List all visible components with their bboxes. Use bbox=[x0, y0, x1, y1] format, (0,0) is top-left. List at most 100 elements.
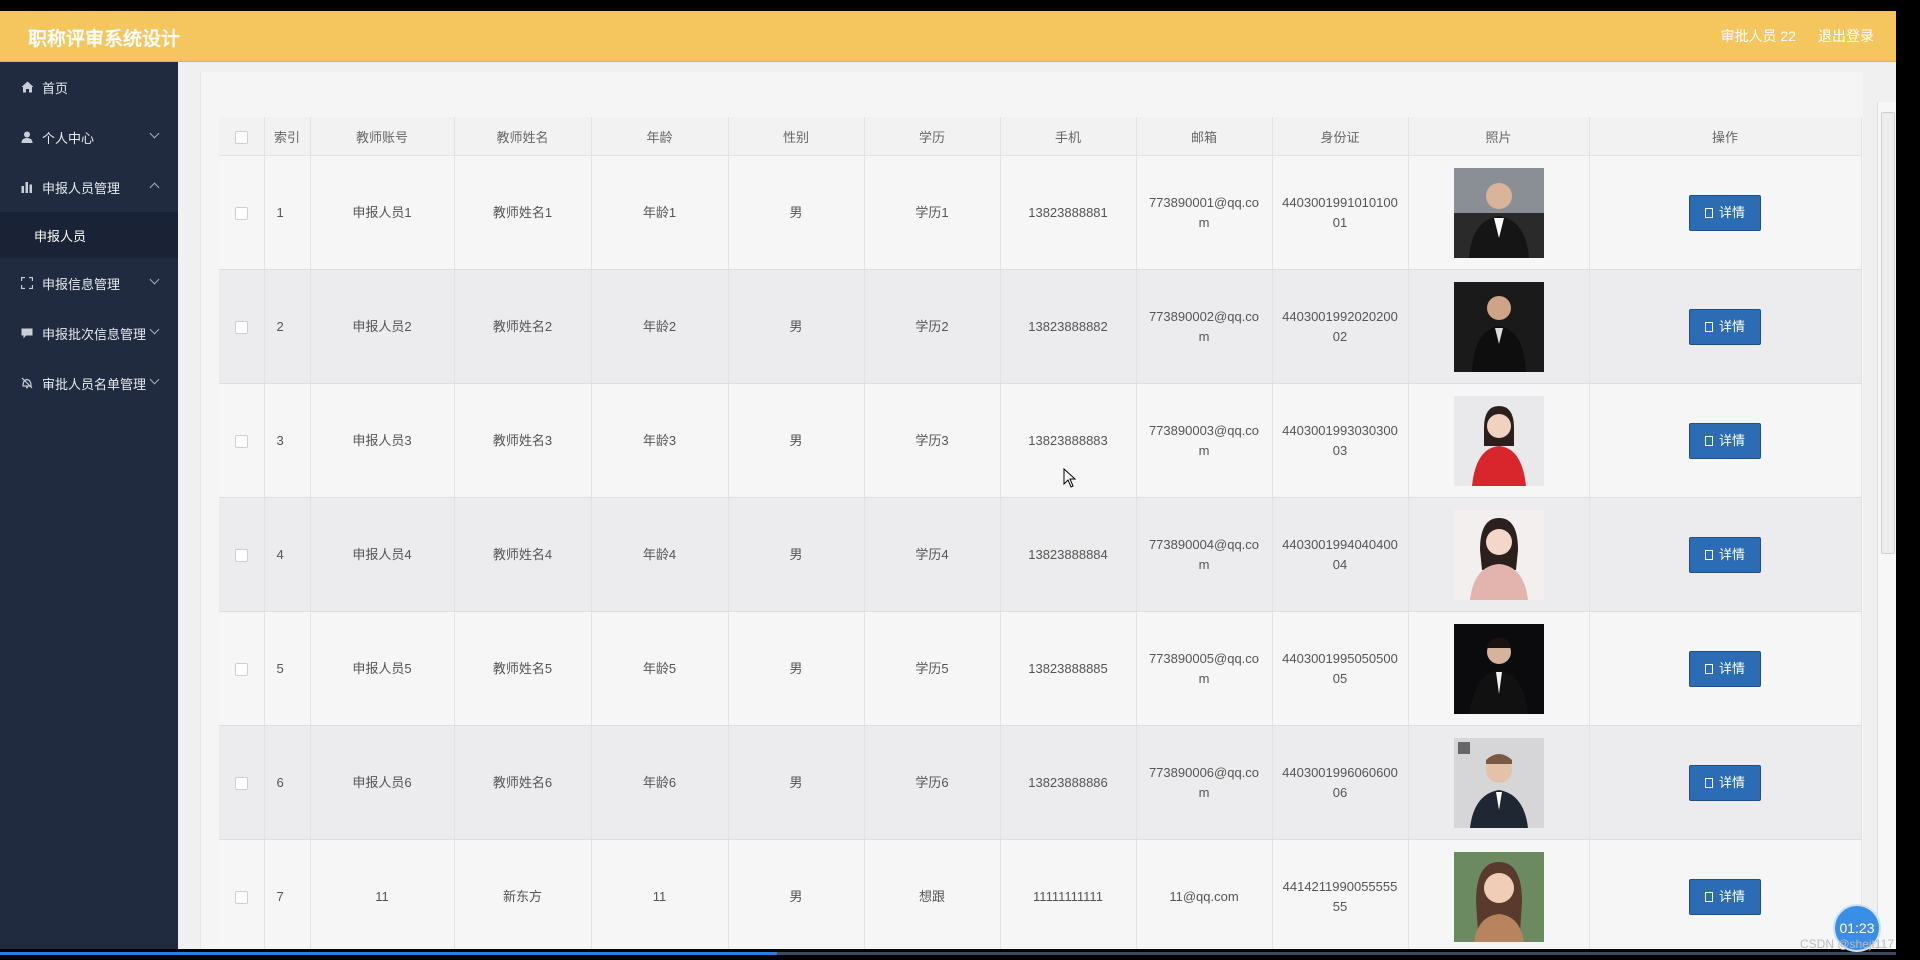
row-select-cell[interactable] bbox=[219, 611, 265, 726]
detail-button[interactable]: 详情 bbox=[1689, 308, 1761, 345]
actions-cell: 详情 bbox=[1589, 725, 1862, 840]
sidebar-item-label: 申报人员管理 bbox=[42, 180, 121, 196]
education-cell: 学历1 bbox=[864, 155, 1001, 270]
message-icon bbox=[20, 326, 34, 340]
row-select-cell[interactable] bbox=[219, 725, 265, 840]
row-checkbox[interactable] bbox=[234, 776, 248, 790]
id-card-cell: 440300199505050005 bbox=[1272, 611, 1409, 726]
row-select-cell[interactable] bbox=[219, 839, 265, 949]
bar-chart-icon bbox=[20, 180, 34, 194]
table-row: 5 申报人员5 教师姓名5 年龄5 男学历5 13823888885 773890005@q… bbox=[219, 611, 1862, 726]
column-header: 操作 bbox=[1589, 117, 1862, 156]
select-all-checkbox[interactable] bbox=[234, 130, 248, 144]
name-cell: 新东方 bbox=[454, 839, 592, 949]
content-card: 索引 教师账号 教师姓名 年龄 性别 学历 手机 邮箱 身份证 照片 操作 bbox=[200, 72, 1863, 949]
phone-cell: 13823888882 bbox=[1000, 269, 1137, 384]
photo-man-dark bbox=[1453, 281, 1544, 372]
sidebar-item-applicant-management[interactable]: 申报人员管理 bbox=[0, 162, 178, 212]
detail-button[interactable]: 详情 bbox=[1689, 536, 1761, 573]
account-cell: 申报人员4 bbox=[310, 497, 455, 612]
column-header: 教师姓名 bbox=[454, 117, 592, 156]
photo-cell bbox=[1408, 725, 1590, 840]
logout-link[interactable]: 退出登录 bbox=[1818, 28, 1874, 44]
age-cell: 年龄3 bbox=[591, 383, 729, 498]
sidebar-subitem-applicants[interactable]: 申报人员 bbox=[0, 212, 178, 258]
sidebar-item-batch-info[interactable]: 申报批次信息管理 bbox=[0, 308, 178, 358]
index-cell: 1 bbox=[264, 155, 311, 270]
applicant-table-wrapper: 索引 教师账号 教师姓名 年龄 性别 学历 手机 邮箱 身份证 照片 操作 bbox=[219, 117, 1862, 949]
photo-woman-red bbox=[1453, 395, 1544, 486]
actions-cell: 详情 bbox=[1589, 839, 1862, 949]
name-cell: 教师姓名2 bbox=[454, 269, 592, 384]
row-checkbox[interactable] bbox=[234, 320, 248, 334]
sidebar-item-label: 申报批次信息管理 bbox=[42, 326, 147, 342]
table-header-row: 索引 教师账号 教师姓名 年龄 性别 学历 手机 邮箱 身份证 照片 操作 bbox=[219, 117, 1862, 156]
sidebar-item-label: 首页 bbox=[42, 80, 69, 96]
education-cell: 学历2 bbox=[864, 269, 1001, 384]
top-header: 职称评审系统设计 审批人员 22 退出登录 bbox=[0, 11, 1896, 62]
sidebar-item-approver-list[interactable]: 审批人员名单管理 bbox=[0, 358, 178, 408]
select-all-cell[interactable] bbox=[219, 117, 265, 156]
recording-timer: 01:23 bbox=[1833, 904, 1881, 952]
index-cell: 5 bbox=[264, 611, 311, 726]
photo-cell bbox=[1408, 383, 1590, 498]
document-icon bbox=[1704, 663, 1713, 674]
detail-button[interactable]: 详情 bbox=[1689, 650, 1761, 687]
age-cell: 年龄1 bbox=[591, 155, 729, 270]
name-cell: 教师姓名4 bbox=[454, 497, 592, 612]
row-select-cell[interactable] bbox=[219, 269, 265, 384]
name-cell: 教师姓名5 bbox=[454, 611, 592, 726]
gender-cell: 男 bbox=[728, 839, 865, 949]
row-select-cell[interactable] bbox=[219, 383, 265, 498]
gender-cell: 男 bbox=[728, 725, 865, 840]
row-checkbox[interactable] bbox=[234, 548, 248, 562]
name-cell: 教师姓名6 bbox=[454, 725, 592, 840]
id-card-cell: 440300199404040004 bbox=[1272, 497, 1409, 612]
scrollbar-thumb[interactable] bbox=[1881, 112, 1895, 554]
row-select-cell[interactable] bbox=[219, 155, 265, 270]
sidebar-item-application-info[interactable]: 申报信息管理 bbox=[0, 258, 178, 308]
actions-cell: 详情 bbox=[1589, 269, 1862, 384]
email-cell: 773890002@qq.com bbox=[1136, 269, 1273, 384]
gender-cell: 男 bbox=[728, 383, 865, 498]
detail-button[interactable]: 详情 bbox=[1689, 764, 1761, 801]
id-card-cell: 441421199005555555 bbox=[1272, 839, 1409, 949]
detail-button[interactable]: 详情 bbox=[1689, 878, 1761, 915]
table-row: 6 申报人员6 教师姓名6 年龄6 男学历6 13823888886 773890006@q… bbox=[219, 725, 1862, 840]
table-row: 4 申报人员4 教师姓名4 年龄4 男学历4 13823888884 773890004@q… bbox=[219, 497, 1862, 612]
actions-cell: 详情 bbox=[1589, 611, 1862, 726]
account-cell: 申报人员2 bbox=[310, 269, 455, 384]
email-cell: 773890003@qq.com bbox=[1136, 383, 1273, 498]
actions-cell: 详情 bbox=[1589, 497, 1862, 612]
applicant-table: 索引 教师账号 教师姓名 年龄 性别 学历 手机 邮箱 身份证 照片 操作 bbox=[219, 117, 1862, 949]
document-icon bbox=[1704, 549, 1713, 560]
column-header: 年龄 bbox=[591, 117, 729, 156]
sidebar-item-personal-center[interactable]: 个人中心 bbox=[0, 112, 178, 162]
age-cell: 年龄2 bbox=[591, 269, 729, 384]
row-checkbox[interactable] bbox=[234, 434, 248, 448]
home-icon bbox=[20, 80, 34, 94]
gender-cell: 男 bbox=[728, 611, 865, 726]
education-cell: 学历6 bbox=[864, 725, 1001, 840]
video-progress-bar[interactable] bbox=[0, 952, 1896, 955]
mouse-cursor-icon bbox=[1063, 468, 1077, 488]
phone-cell: 13823888883 bbox=[1000, 383, 1137, 498]
row-select-cell[interactable] bbox=[219, 497, 265, 612]
detail-button[interactable]: 详情 bbox=[1689, 194, 1761, 231]
photo-man-tux bbox=[1453, 623, 1544, 714]
vertical-scrollbar[interactable] bbox=[1877, 102, 1896, 949]
chevron-down-icon bbox=[149, 128, 160, 139]
gender-cell: 男 bbox=[728, 155, 865, 270]
sidebar: 首页 个人中心 申报人员管理 申报人员 申报信息管理 bbox=[0, 62, 178, 949]
sidebar-subitem-label: 申报人员 bbox=[34, 228, 87, 244]
phone-cell: 11111111111 bbox=[1000, 839, 1137, 949]
row-checkbox[interactable] bbox=[234, 890, 248, 904]
chevron-down-icon bbox=[149, 274, 160, 285]
photo-cell bbox=[1408, 839, 1590, 949]
row-checkbox[interactable] bbox=[234, 662, 248, 676]
row-checkbox[interactable] bbox=[234, 206, 248, 220]
photo-woman-smile bbox=[1453, 851, 1544, 942]
column-header: 邮箱 bbox=[1136, 117, 1273, 156]
sidebar-item-home[interactable]: 首页 bbox=[0, 62, 178, 112]
detail-button[interactable]: 详情 bbox=[1689, 422, 1761, 459]
